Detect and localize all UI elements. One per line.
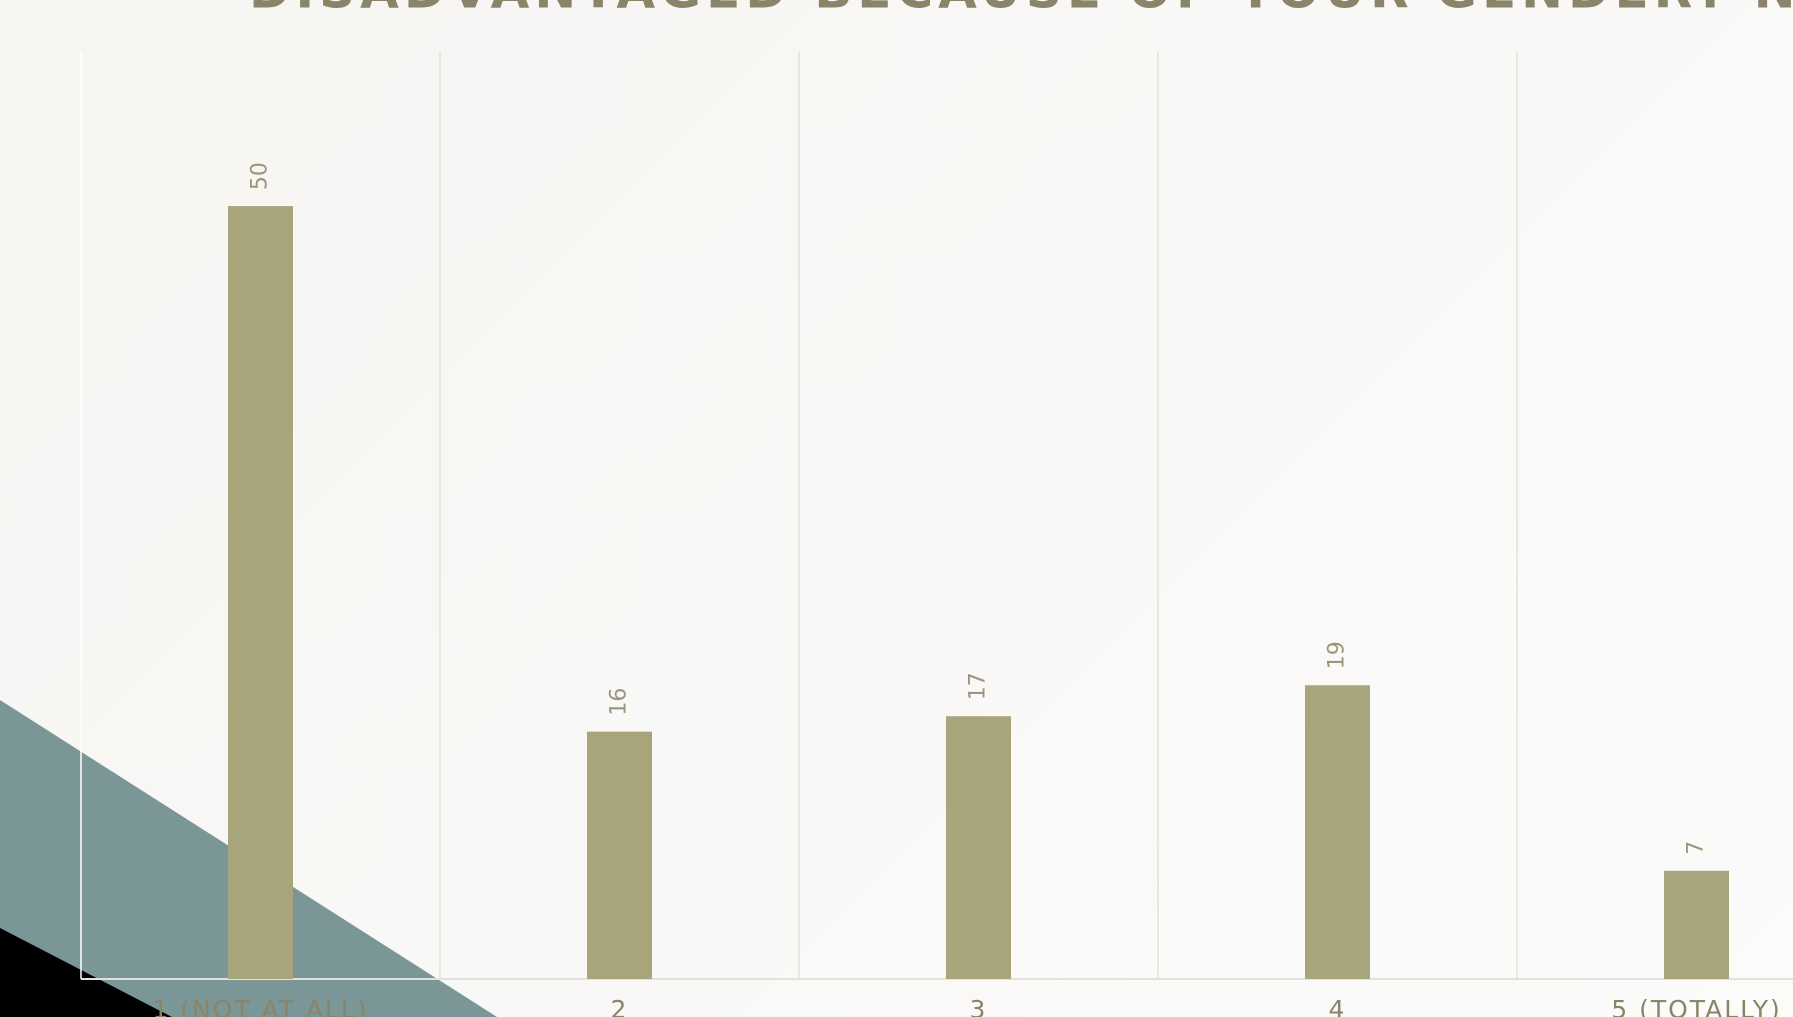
bar [1664,870,1729,979]
data-label: 16 [607,688,632,716]
x-tick-label: 4 [1329,995,1347,1017]
data-label: 50 [248,162,273,190]
x-tick-label: 1 (NOT AT ALL) [152,995,368,1017]
bar [587,731,652,979]
chart-title: DISADVANTAGED BECAUSE OF YOUR GENDER? N=… [249,0,1793,20]
data-label: 7 [1684,841,1709,855]
data-label: 17 [966,672,991,700]
bar [1305,685,1370,979]
bar [946,716,1011,979]
decor-black [0,928,172,1017]
bar [228,206,293,980]
x-tick-label: 2 [611,995,629,1017]
x-tick-label: 5 (TOTALLY) [1611,995,1782,1017]
data-label: 19 [1325,641,1350,669]
x-tick-label: 3 [970,995,988,1017]
